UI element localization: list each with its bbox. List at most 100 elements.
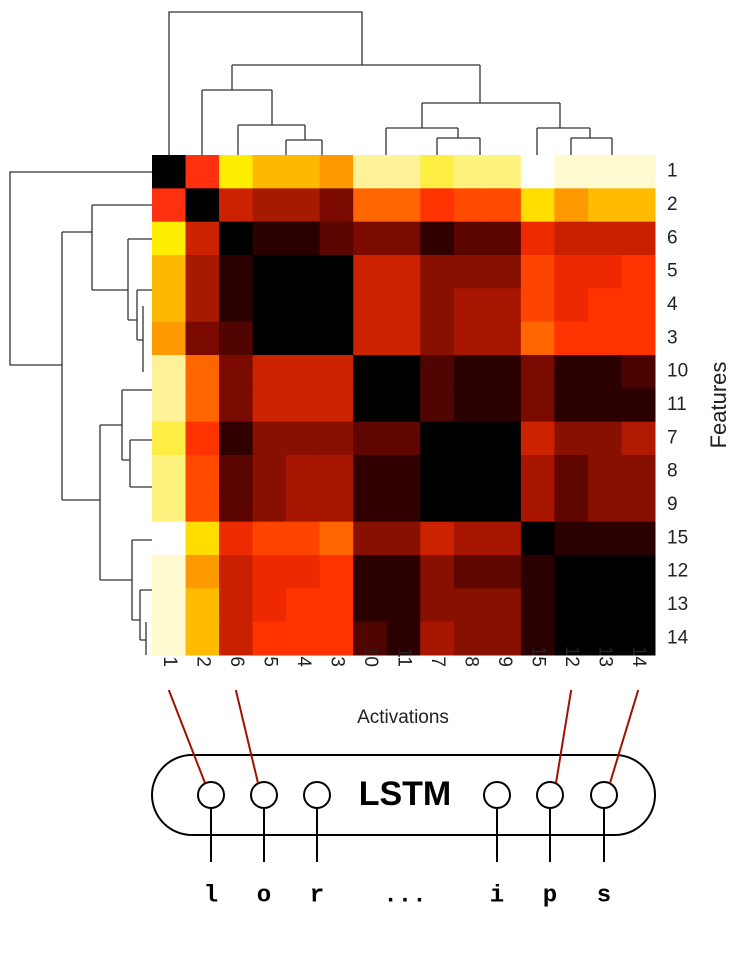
- heatmap-cell: [554, 621, 589, 656]
- heatmap-cell: [219, 321, 254, 356]
- heatmap-cell: [520, 355, 555, 389]
- heatmap-cell: [252, 388, 287, 423]
- row-label: 13: [667, 594, 688, 615]
- heatmap-cell: [152, 255, 187, 289]
- heatmap-cell: [152, 221, 187, 256]
- row-label: 7: [667, 427, 678, 448]
- heatmap-cell: [286, 155, 321, 189]
- connector: [609, 689, 640, 784]
- heatmap-cell: [554, 455, 589, 489]
- row-label: 8: [667, 461, 678, 482]
- heatmap-cell: [386, 355, 421, 389]
- column-label: 12: [561, 646, 582, 667]
- column-label: 11: [393, 647, 414, 667]
- heatmap-cell: [353, 488, 388, 523]
- heatmap-cell: [520, 621, 555, 656]
- heatmap-cell: [554, 155, 589, 189]
- heatmap-cell: [185, 588, 220, 623]
- lstm-box: [151, 754, 656, 836]
- lstm-unit: [303, 781, 331, 809]
- heatmap-cell: [286, 621, 321, 656]
- row-label: 1: [667, 161, 678, 182]
- heatmap-cell: [252, 221, 287, 256]
- heatmap-cell: [219, 155, 254, 189]
- heatmap-cell: [453, 321, 488, 356]
- heatmap-cell: [185, 255, 220, 289]
- heatmap-cell: [152, 521, 187, 556]
- row-label: 9: [667, 494, 678, 515]
- row-dendrogram-lower: [62, 389, 152, 655]
- heatmap-cell: [319, 488, 354, 523]
- heatmap-cell: [487, 255, 522, 289]
- heatmap-cell: [152, 355, 187, 389]
- heatmap-cell: [286, 421, 321, 456]
- column-label: 3: [326, 656, 347, 667]
- row-label: 2: [667, 194, 678, 215]
- heatmap-cell: [487, 521, 522, 556]
- heatmap-cell: [621, 455, 656, 489]
- heatmap-cell: [185, 388, 220, 423]
- heatmap-cell: [554, 555, 589, 589]
- heatmap-cell: [219, 388, 254, 423]
- heatmap-cell: [219, 188, 254, 223]
- heatmap-cell: [554, 188, 589, 223]
- heatmap-cell: [152, 155, 187, 189]
- heatmap-cell: [319, 421, 354, 456]
- heatmap-cell: [520, 188, 555, 223]
- heatmap-cell: [286, 488, 321, 523]
- heatmap-cell: [554, 221, 589, 256]
- heatmap-cell: [420, 188, 455, 223]
- heatmap-cell: [353, 455, 388, 489]
- heatmap-cell: [487, 388, 522, 423]
- heatmap-cell: [587, 388, 622, 423]
- heatmap-cell: [621, 255, 656, 289]
- heatmap-cell: [386, 455, 421, 489]
- heatmap-cell: [453, 155, 488, 189]
- heatmap-cell: [252, 188, 287, 223]
- heatmap-cell: [621, 488, 656, 523]
- heatmap-cell: [587, 455, 622, 489]
- heatmap-cell: [353, 588, 388, 623]
- heatmap-cell: [219, 555, 254, 589]
- lstm-unit: [250, 781, 278, 809]
- row-label: 14: [667, 627, 689, 648]
- row-label: 6: [667, 227, 678, 248]
- heatmap-cell: [219, 455, 254, 489]
- heatmap-cell: [219, 421, 254, 456]
- heatmap-cell: [353, 388, 388, 423]
- heatmap-cell: [386, 155, 421, 189]
- heatmap-cell: [185, 621, 220, 656]
- heatmap-cell: [487, 555, 522, 589]
- heatmap-cell: [252, 288, 287, 323]
- heatmap-cell: [185, 355, 220, 389]
- heatmap-cell: [621, 155, 656, 189]
- heatmap-cell: [520, 221, 555, 256]
- heatmap-cell: [487, 288, 522, 323]
- heatmap-cell: [286, 288, 321, 323]
- heatmap-cell: [587, 521, 622, 556]
- heatmap-cell: [353, 321, 388, 356]
- heatmap-cell: [252, 155, 287, 189]
- heatmap-cell: [420, 355, 455, 389]
- heatmap-cell: [152, 421, 187, 456]
- heatmap-cell: [520, 388, 555, 423]
- row-label: 5: [667, 261, 678, 282]
- heatmap-cell: [554, 321, 589, 356]
- heatmap-cell: [319, 621, 354, 656]
- heatmap-cell: [520, 521, 555, 556]
- heatmap-cell: [152, 321, 187, 356]
- heatmap-cell: [152, 588, 187, 623]
- heatmap-cell: [420, 321, 455, 356]
- heatmap-cell: [554, 355, 589, 389]
- heatmap-cell: [386, 621, 421, 656]
- heatmap-cell: [319, 388, 354, 423]
- heatmap-cell: [420, 588, 455, 623]
- heatmap-cell: [520, 255, 555, 289]
- heatmap-cell: [185, 288, 220, 323]
- heatmap-cell: [185, 188, 220, 223]
- heatmap-cell: [319, 455, 354, 489]
- heatmap-cell: [420, 488, 455, 523]
- heatmap-cell: [286, 455, 321, 489]
- heatmap-cell: [353, 621, 388, 656]
- heatmap-cell: [353, 421, 388, 456]
